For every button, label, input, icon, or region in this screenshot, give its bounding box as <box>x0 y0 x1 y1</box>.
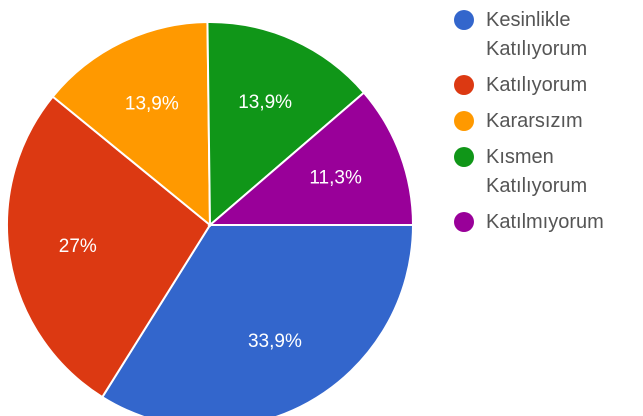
legend-item: Kararsızım <box>454 107 640 136</box>
slice-value-label: 11,3% <box>309 167 362 188</box>
pie-slice <box>51 21 212 228</box>
slice-value-label: 33,9% <box>248 331 302 352</box>
legend-item: Kısmen Katılıyorum <box>454 143 640 201</box>
slice-value-label: 13,9% <box>125 93 179 114</box>
legend-label: Katılıyorum <box>486 74 588 96</box>
pie-slice <box>206 21 366 228</box>
legend-item: Katılmıyorum <box>454 208 640 237</box>
legend-swatch <box>454 212 474 232</box>
legend-label: Kararsızım <box>486 110 583 132</box>
legend-label: Kesinlikle Katılıyorum <box>486 9 588 60</box>
slice-value-label: 13,9% <box>238 92 292 113</box>
legend-swatch <box>454 75 474 95</box>
legend-label: Katılmıyorum <box>486 211 604 233</box>
pie-plot-area: 33,9% 27% 13,9% 13,9% 11,3% <box>6 21 415 416</box>
slice-value-label: 27% <box>59 236 97 257</box>
legend-label: Kısmen Katılıyorum <box>486 146 588 197</box>
legend-swatch <box>454 10 474 30</box>
legend-item: Katılıyorum <box>454 71 640 100</box>
pie-slice <box>6 95 212 399</box>
legend-swatch <box>454 111 474 131</box>
legend-swatch <box>454 147 474 167</box>
legend-item: Kesinlikle Katılıyorum <box>454 6 640 64</box>
pie-slice <box>100 224 415 416</box>
pie-slice <box>207 91 415 226</box>
legend: Kesinlikle Katılıyorum Katılıyorum Kararsı… <box>454 6 640 244</box>
